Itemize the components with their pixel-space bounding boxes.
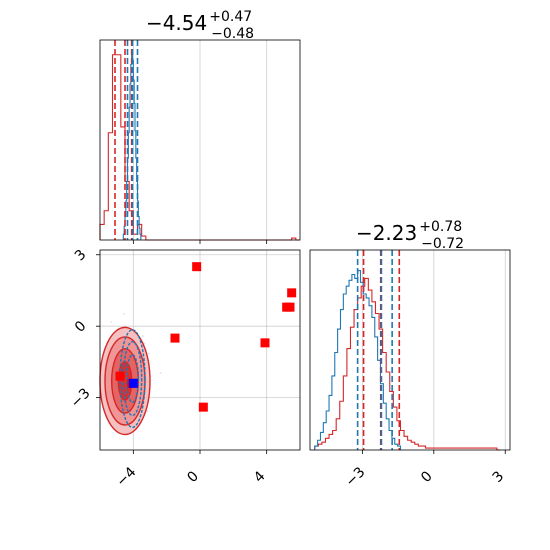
- y-tick-label: −3: [68, 385, 94, 411]
- histograms: [314, 270, 501, 451]
- scatter-point: [143, 342, 146, 345]
- histogram-blue: [314, 270, 402, 450]
- panel-title: −2.23 +0.78 −0.72: [356, 219, 464, 252]
- marker-red: [170, 333, 180, 343]
- x-tick-label: 0: [418, 468, 436, 486]
- scatter-point: [146, 410, 149, 413]
- contours: [99, 326, 151, 436]
- marker-blue: [128, 378, 138, 388]
- grid-lines: [361, 250, 506, 450]
- panel-bottom-left: −4 0 4 3 0 −3: [68, 247, 301, 490]
- tick-marks: −4 0 4 3 0 −3: [68, 247, 269, 490]
- marker-red: [285, 302, 295, 312]
- panel-bottom-right: −3 0 3 −2.23 +0.78 −0.72: [309, 219, 511, 490]
- scatter-point: [159, 372, 162, 375]
- marker-red: [115, 371, 125, 381]
- marker-red: [198, 402, 208, 412]
- marker-red: [287, 288, 297, 298]
- marker-points: [115, 262, 297, 412]
- quantile-lines: [114, 40, 139, 240]
- tick-marks: −3 0 3: [343, 450, 508, 490]
- panel-title: −4.54 +0.47 −0.48: [146, 9, 254, 42]
- panel-top-left: −4.54 +0.47 −0.48: [99, 9, 301, 244]
- scatter-point: [123, 313, 125, 315]
- histogram-red: [314, 277, 501, 451]
- axes-frame: [309, 249, 511, 451]
- tick-marks: [132, 240, 268, 244]
- scatter-point: [147, 352, 150, 355]
- scatter-point: [110, 321, 113, 323]
- x-tick-label: −4: [114, 464, 140, 490]
- marker-red: [260, 338, 270, 348]
- y-tick-label: 3: [72, 247, 90, 265]
- x-tick-label: 3: [490, 468, 508, 486]
- grid-lines: [132, 40, 268, 240]
- x-tick-label: 4: [251, 468, 269, 486]
- x-tick-label: 0: [184, 468, 202, 486]
- marker-red: [192, 262, 202, 272]
- contour-blue: [125, 354, 140, 404]
- x-tick-label: −3: [343, 464, 369, 490]
- quantile-lines: [356, 250, 401, 450]
- scatter-point: [141, 335, 144, 337]
- y-tick-label: 0: [72, 318, 90, 336]
